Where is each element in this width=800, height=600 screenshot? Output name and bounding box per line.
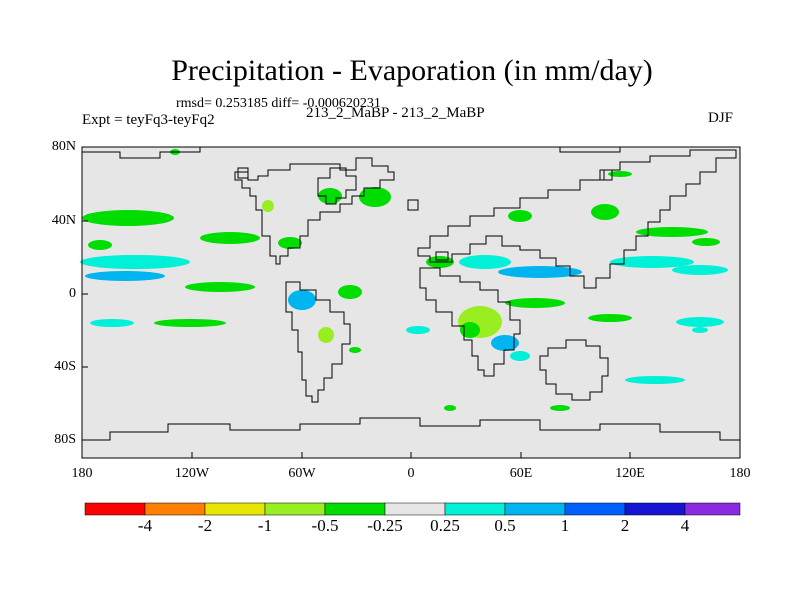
coastline-antarctica — [81, 417, 741, 458]
colorbar-swatch — [204, 502, 266, 516]
anomaly-blob — [85, 271, 165, 281]
anomaly-blob — [349, 347, 361, 353]
x-tick-label: 60W — [288, 466, 316, 481]
colorbar-swatch — [444, 502, 506, 516]
y-tick-label: 0 — [69, 286, 76, 301]
anomaly-blob — [692, 238, 720, 246]
anomaly-blob — [491, 335, 519, 351]
coastline-africa — [419, 267, 521, 377]
anomaly-blob — [692, 327, 708, 333]
colorbar-swatch — [684, 502, 741, 516]
colorbar-label: 0.5 — [494, 516, 516, 535]
coastline-island — [237, 167, 249, 179]
anomaly-blob — [318, 327, 334, 343]
coastline-arctic-east — [559, 147, 621, 153]
stats-text: rmsd= 0.253185 diff= -0.000620231 — [176, 96, 381, 111]
coastlines — [81, 147, 741, 458]
colorbar-label: 4 — [680, 516, 690, 535]
anomaly-blob — [262, 200, 274, 212]
experiment-label: Expt = teyFq3-teyFq2 — [82, 112, 215, 128]
colorbar-label: -1 — [257, 516, 273, 535]
anomaly-blob — [505, 298, 565, 308]
anomaly-blob — [288, 290, 316, 310]
y-tick-label: 80S — [54, 432, 76, 447]
colorbar-swatch — [384, 502, 446, 516]
anomaly-blob — [550, 405, 570, 411]
anomaly-blob — [508, 210, 532, 222]
anomaly-blob — [672, 265, 728, 275]
anomaly-blob — [636, 227, 708, 237]
colorbar — [84, 502, 741, 516]
y-tick-label: 40N — [51, 213, 76, 228]
x-tick-label: 120W — [174, 466, 210, 481]
anomaly-blob — [82, 210, 174, 226]
anomaly-blob — [278, 237, 302, 249]
y-tick-label: 80N — [51, 139, 76, 154]
x-tick-label: 0 — [407, 466, 415, 481]
colorbar-swatch — [504, 502, 566, 516]
season-label: DJF — [708, 110, 734, 126]
coastline-island — [407, 199, 419, 211]
colorbar-label: 0.25 — [430, 516, 460, 535]
colorbar-swatch — [624, 502, 686, 516]
colorbar-label: 2 — [620, 516, 630, 535]
anomaly-field — [80, 149, 728, 411]
colorbar-swatch — [144, 502, 206, 516]
colorbar-label: -0.5 — [311, 516, 339, 535]
coastline-eurasia — [417, 149, 737, 289]
coastline-island — [435, 251, 449, 261]
anomaly-blob — [185, 282, 255, 292]
coastline-north-america — [234, 157, 395, 265]
anomaly-blob — [498, 266, 582, 278]
colorbar-swatch — [324, 502, 386, 516]
coastline-island — [599, 169, 613, 181]
colorbar-swatch — [264, 502, 326, 516]
anomaly-blob — [338, 285, 362, 299]
anomaly-blob — [608, 171, 632, 177]
coastline-south-america — [285, 281, 351, 403]
coastline-arctic — [81, 147, 201, 159]
colorbar-label: 1 — [560, 516, 570, 535]
x-tick-label: 180 — [729, 466, 751, 481]
anomaly-blob — [88, 240, 112, 250]
anomaly-blob — [591, 204, 619, 220]
anomaly-blob — [676, 317, 724, 327]
anomaly-blob — [200, 232, 260, 244]
anomaly-blob — [90, 319, 134, 327]
colorbar-swatch — [564, 502, 626, 516]
anomaly-blob — [460, 322, 480, 338]
anomaly-blob — [406, 326, 430, 334]
plot-title: Precipitation - Evaporation (in mm/day) — [171, 54, 653, 87]
anomaly-blob — [510, 351, 530, 361]
anomaly-blob — [80, 255, 190, 269]
y-tick-label: 40S — [54, 359, 76, 374]
anomaly-blob — [459, 255, 511, 269]
coastline-australia — [539, 339, 609, 401]
anomaly-blob — [359, 187, 391, 207]
anomaly-blob — [610, 256, 694, 268]
colorbar-label: -4 — [137, 516, 153, 535]
map-background — [82, 147, 740, 458]
colorbar-swatch — [84, 502, 146, 516]
colorbar-label: -0.25 — [367, 516, 403, 535]
experiment-names: 213_2_MaBP - 213_2_MaBP — [306, 105, 485, 121]
anomaly-blob — [154, 319, 226, 327]
anomaly-blob — [588, 314, 632, 322]
anomaly-blob — [625, 376, 685, 384]
anomaly-blob — [444, 405, 456, 411]
x-tick-label: 120E — [615, 466, 645, 481]
colorbar-label: -2 — [197, 516, 213, 535]
x-tick-label: 180 — [71, 466, 93, 481]
axis-ticks — [82, 146, 631, 458]
coastline-greenland — [317, 167, 357, 205]
x-tick-label: 60E — [509, 466, 533, 481]
